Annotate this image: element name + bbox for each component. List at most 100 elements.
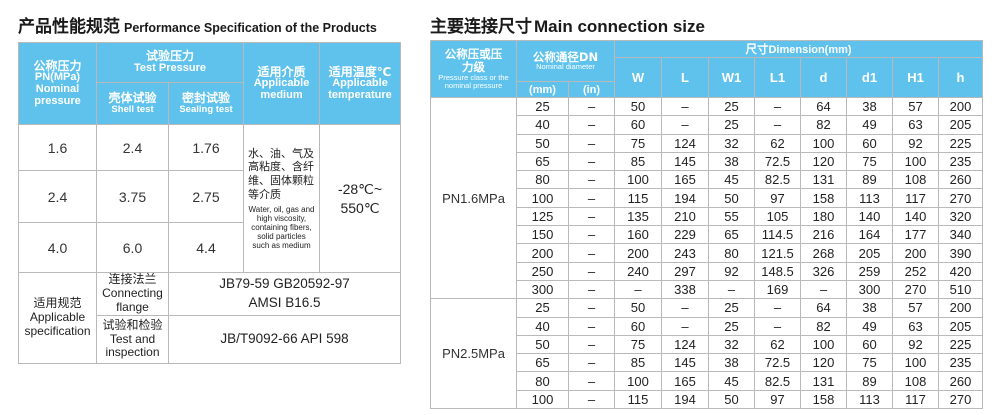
size-cell: 82 bbox=[800, 316, 848, 336]
size-cell: 200 bbox=[938, 96, 984, 117]
size-cell: 243 bbox=[661, 243, 710, 263]
size-cell: 205 bbox=[938, 316, 984, 336]
size-cell: 25 bbox=[708, 298, 756, 318]
size-cell: 200 bbox=[614, 243, 663, 263]
size-cell: – bbox=[567, 188, 616, 208]
size-row: 65–85 145 38 72.5 120 75 100 235 bbox=[431, 151, 984, 172]
size-cell: 200 bbox=[938, 298, 984, 318]
size-cell: 50 bbox=[614, 96, 663, 117]
size-cell: – bbox=[567, 115, 616, 135]
size-cell: 75 bbox=[846, 151, 894, 172]
size-row: 300– –338–169–300 270 510 bbox=[431, 279, 984, 300]
size-cell: 340 bbox=[938, 225, 984, 245]
size-cell: 117 bbox=[892, 188, 940, 208]
medium-cell: 水、油、气及高粘度、含纤维、固体颗粒等介质 Water, oil, gas an… bbox=[243, 124, 321, 273]
pn-value: 2.4 bbox=[18, 170, 97, 223]
col-header: d1 bbox=[846, 57, 894, 98]
size-cell: 390 bbox=[938, 243, 984, 263]
size-cell: – bbox=[567, 151, 616, 172]
pressure-class-header: 公称压或压力级 Pressure class or the nominal pr… bbox=[430, 40, 517, 98]
dimension-header: 尺寸Dimension(mm) bbox=[614, 40, 984, 58]
size-cell: 72.5 bbox=[754, 353, 802, 373]
size-cell: 200 bbox=[892, 243, 940, 263]
size-cell: – bbox=[567, 243, 616, 263]
size-cell: – bbox=[567, 133, 616, 153]
size-cell: 165 bbox=[661, 170, 710, 190]
shell-value: 3.75 bbox=[96, 170, 169, 223]
size-cell: 25 bbox=[708, 115, 756, 135]
size-cell: 250 bbox=[516, 261, 569, 281]
size-cell: 100 bbox=[892, 353, 940, 373]
size-row: 100–115 194 50 97 158 113 117 270 bbox=[431, 389, 984, 410]
size-cell: 89 bbox=[846, 170, 894, 190]
size-cell: 45 bbox=[708, 170, 756, 190]
size-cell: 229 bbox=[661, 225, 710, 245]
size-cell: 225 bbox=[938, 334, 984, 355]
pressure-class-label: PN1.6MPa bbox=[430, 96, 517, 300]
size-cell: 338 bbox=[661, 279, 710, 300]
left-title-zh: 产品性能规范 bbox=[18, 17, 120, 37]
size-cell: 108 bbox=[892, 371, 940, 391]
size-cell: 62 bbox=[754, 334, 802, 355]
size-cell: 82.5 bbox=[754, 170, 802, 190]
col-header: W bbox=[614, 57, 663, 98]
size-cell: 60 bbox=[846, 334, 894, 355]
size-cell: 158 bbox=[800, 188, 848, 208]
size-cell: 65 bbox=[516, 151, 569, 172]
size-cell: 164 bbox=[846, 225, 894, 245]
shell-value: 2.4 bbox=[96, 124, 169, 171]
size-cell: 89 bbox=[846, 371, 894, 391]
size-cell: 85 bbox=[614, 151, 663, 172]
size-cell: 60 bbox=[614, 115, 663, 135]
size-row: 150–160 229 65 114.5 216 164 177 340 bbox=[431, 225, 984, 245]
size-cell: 82 bbox=[800, 115, 848, 135]
size-cell: 145 bbox=[661, 151, 710, 172]
size-cell: 268 bbox=[800, 243, 848, 263]
size-cell: 75 bbox=[614, 334, 663, 355]
size-cell: 140 bbox=[846, 206, 894, 227]
size-cell: 108 bbox=[892, 170, 940, 190]
size-cell: 82.5 bbox=[754, 371, 802, 391]
size-cell: 205 bbox=[938, 115, 984, 135]
size-cell: 57 bbox=[892, 298, 940, 318]
size-cell: 125 bbox=[516, 206, 569, 227]
size-cell: 50 bbox=[708, 188, 756, 208]
size-cell: 135 bbox=[614, 206, 663, 227]
size-cell: 49 bbox=[846, 316, 894, 336]
size-cell: 121.5 bbox=[754, 243, 802, 263]
size-cell: 120 bbox=[800, 353, 848, 373]
size-cell: 64 bbox=[800, 96, 848, 117]
size-cell: – bbox=[567, 261, 616, 281]
size-cell: 169 bbox=[754, 279, 802, 300]
size-cell: 40 bbox=[516, 115, 569, 135]
test-pressure-header: 试验压力 Test Pressure bbox=[95, 42, 245, 83]
size-cell: 97 bbox=[754, 389, 802, 410]
size-cell: 194 bbox=[661, 389, 710, 410]
size-cell: 38 bbox=[846, 96, 894, 117]
size-cell: 85 bbox=[614, 353, 663, 373]
size-cell: 326 bbox=[800, 261, 848, 281]
size-cell: – bbox=[661, 115, 710, 135]
size-cell: 100 bbox=[614, 170, 663, 190]
size-cell: – bbox=[754, 96, 802, 117]
size-cell: – bbox=[567, 279, 616, 300]
size-cell: 235 bbox=[938, 353, 984, 373]
size-row: PN1.6MPa 25–50–25–64 38 57 200 bbox=[430, 96, 984, 300]
test-inspection-label: 试验和检验 Test and inspection bbox=[96, 315, 169, 364]
size-cell: – bbox=[567, 334, 616, 355]
size-cell: 510 bbox=[938, 279, 984, 300]
size-cell: – bbox=[800, 279, 848, 300]
size-cell: 131 bbox=[800, 371, 848, 391]
size-cell: 297 bbox=[661, 261, 710, 281]
size-cell: – bbox=[567, 316, 616, 336]
size-cell: 270 bbox=[938, 188, 984, 208]
size-cell: 38 bbox=[708, 151, 756, 172]
size-cell: 92 bbox=[708, 261, 756, 281]
size-cell: 124 bbox=[661, 133, 710, 153]
size-cell: 50 bbox=[516, 133, 569, 153]
size-cell: 177 bbox=[892, 225, 940, 245]
size-cell: 270 bbox=[892, 279, 940, 300]
size-cell: 113 bbox=[846, 188, 894, 208]
size-cell: 63 bbox=[892, 316, 940, 336]
col-header: h bbox=[938, 57, 984, 98]
